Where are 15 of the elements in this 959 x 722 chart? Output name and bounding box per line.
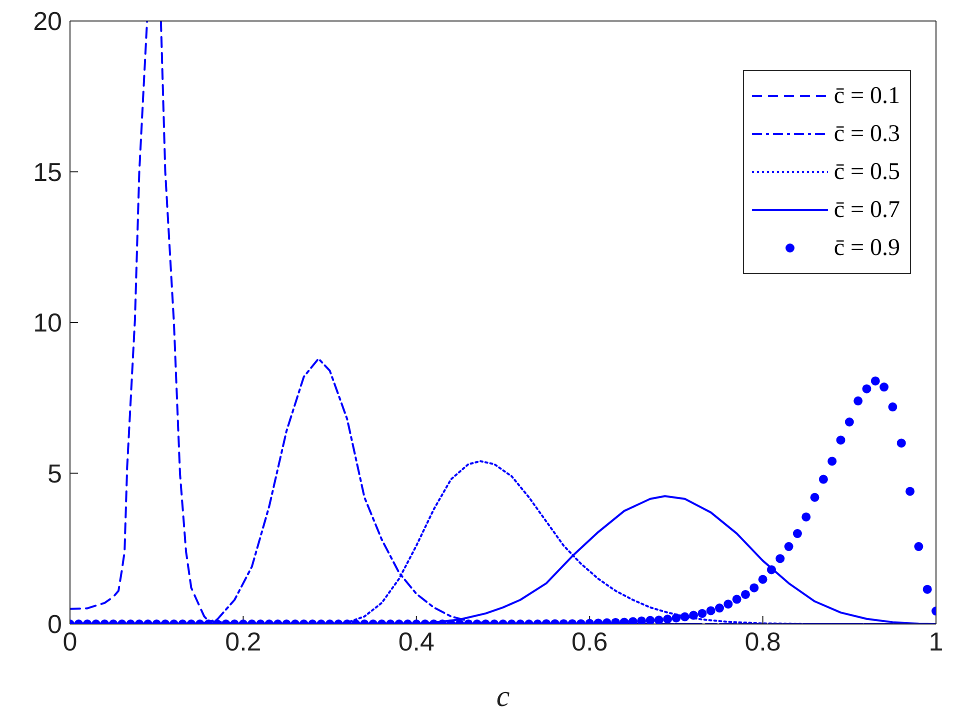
x-tick-label: 0.4 [398,626,434,656]
y-tick-label: 10 [33,308,62,338]
legend-label: c̄ = 0.5 [834,158,900,186]
legend-label: c̄ = 0.9 [834,234,900,262]
legend-label: c̄ = 0.3 [834,120,900,148]
x-axis-title: c [496,680,510,713]
x-tick-label: 0.6 [572,626,608,656]
x-tick-label: 1 [928,626,944,656]
legend-label: c̄ = 0.7 [834,196,900,224]
legend-label: c̄ = 0.1 [834,82,900,110]
x-tick-label: 0.2 [225,626,262,656]
y-tick-label: 15 [33,156,62,187]
y-tick-label: 20 [33,6,62,36]
x-tick-label: 0.8 [744,626,781,656]
y-tick-label: 5 [48,458,62,488]
